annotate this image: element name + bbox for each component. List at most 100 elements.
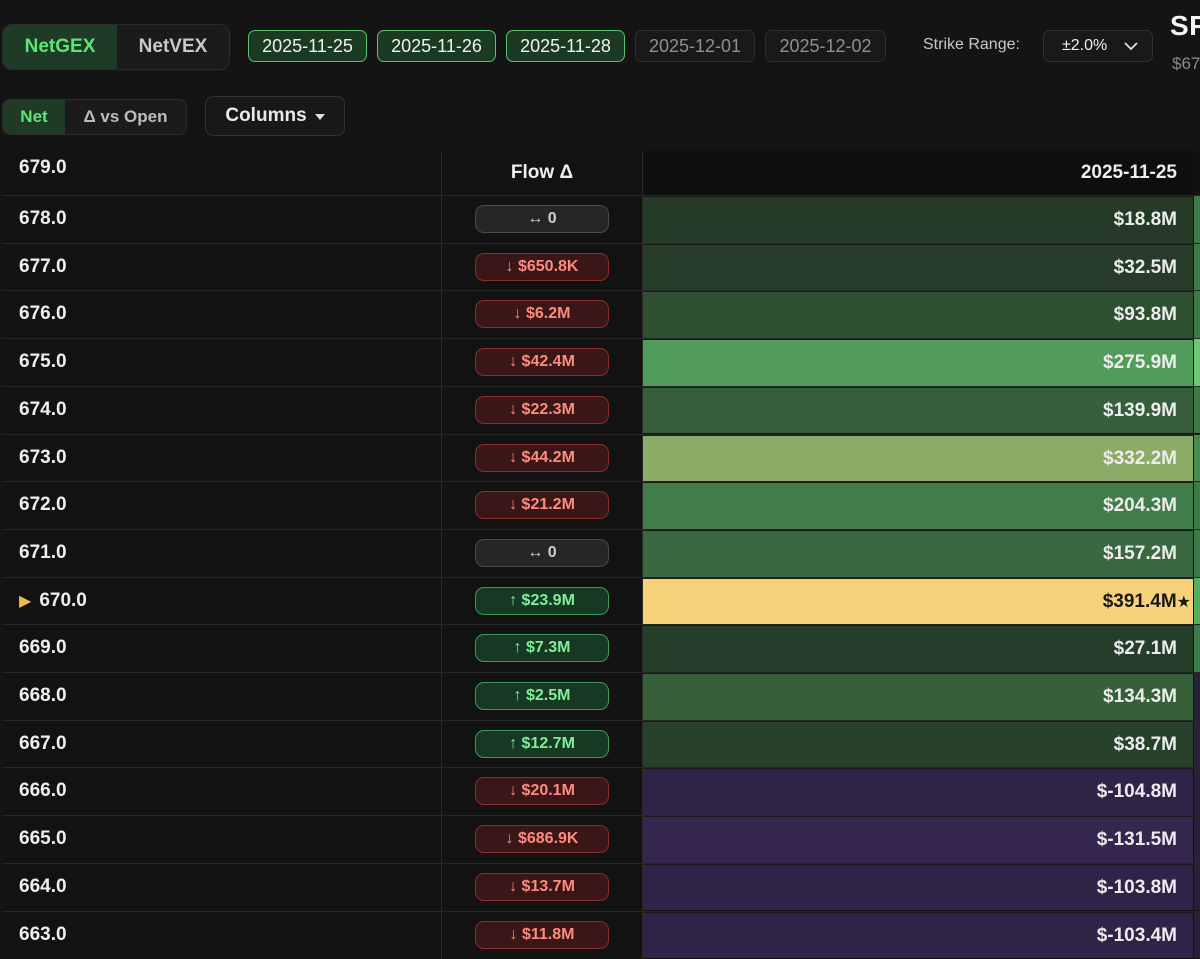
gex-value: $18.8M (1114, 209, 1177, 231)
flow-delta-badge: ↓ $13.7M (475, 872, 609, 901)
strike-price: 663.0 (19, 924, 67, 946)
strike-price: 666.0 (19, 780, 67, 802)
strike-price: 676.0 (19, 303, 67, 325)
table-row[interactable]: 667.0 ↑ $12.7M $38.7M (2, 719, 1200, 768)
table-row[interactable]: 676.0 ↓ $6.2M $93.8M (2, 290, 1200, 339)
tab-netgex[interactable]: NetGEX (3, 25, 117, 69)
gex-value-cell[interactable]: $32.5M (643, 243, 1193, 291)
flow-delta-badge: ↓ $21.2M (475, 491, 609, 520)
next-column-edge (1194, 720, 1200, 768)
gex-value-text: $32.5M (1113, 256, 1177, 278)
gex-value-text: $391.4M (1102, 590, 1177, 612)
gex-value: $93.8M (1114, 304, 1177, 326)
strike-price: 665.0 (19, 828, 67, 850)
next-column-edge (1194, 625, 1200, 672)
table-row[interactable]: 673.0 ↓ $44.2M $332.2M (2, 433, 1200, 482)
next-column-edge (1194, 911, 1200, 959)
strike-value: 665.0 (19, 828, 67, 850)
gex-value-cell[interactable]: $391.4M★ (643, 577, 1193, 625)
gex-value-cell[interactable]: $38.7M (643, 720, 1193, 768)
gex-value-cell[interactable]: $204.3M (643, 482, 1193, 529)
flow-delta-badge: ↓ $6.2M (475, 300, 609, 329)
gex-value-cell[interactable]: $93.8M (643, 291, 1193, 339)
gex-value: $27.1M (1114, 638, 1177, 660)
caret-down-icon (314, 114, 325, 120)
gex-value: $-131.5M (1097, 829, 1177, 851)
table-row[interactable]: 669.0 ↑ $7.3M $27.1M (2, 624, 1200, 672)
gex-value-cell[interactable]: $-103.8M (643, 863, 1193, 911)
gex-value: $204.3M (1103, 495, 1177, 517)
strike-range-select[interactable]: ±2.0% (1043, 30, 1153, 62)
gex-value-cell[interactable]: $18.8M (643, 196, 1193, 243)
gex-value-cell[interactable]: $-104.8M (643, 768, 1193, 816)
table-header: 679.0 Flow Δ 2025-11-25 (2, 151, 1200, 195)
columns-dropdown-button[interactable]: Columns (205, 96, 345, 136)
table-row[interactable]: 678.0 ↔ 0 $18.8M (2, 195, 1200, 243)
strike-price: 673.0 (19, 447, 67, 469)
gex-value-cell[interactable]: $134.3M (643, 673, 1193, 720)
column-divider (642, 151, 643, 959)
gex-value-text: $157.2M (1103, 542, 1177, 564)
flow-delta-badge: ↑ $7.3M (475, 634, 609, 663)
gex-value-cell[interactable]: $27.1M (643, 625, 1193, 672)
flow-delta-badge: ↓ $650.8K (475, 252, 609, 281)
gex-value: $275.9M (1103, 352, 1177, 374)
strike-range-label: Strike Range: (923, 36, 1020, 53)
gex-value-text: $332.2M (1103, 447, 1177, 469)
gex-value-text: $93.8M (1113, 304, 1177, 326)
strike-price: 671.0 (19, 542, 67, 564)
strike-value: 677.0 (19, 255, 67, 277)
table-row[interactable]: 666.0 ↓ $20.1M $-104.8M (2, 767, 1200, 816)
expiry-chip-2025-12-02[interactable]: 2025-12-02 (765, 30, 886, 62)
expiry-chip-2025-11-25[interactable]: 2025-11-25 (248, 30, 367, 62)
table-row[interactable]: 677.0 ↓ $650.8K $32.5M (2, 242, 1200, 291)
strike-value: 678.0 (19, 208, 67, 229)
table-row[interactable]: 672.0 ↓ $21.2M $204.3M (2, 481, 1200, 529)
expiry-chip-2025-11-26[interactable]: 2025-11-26 (377, 30, 496, 62)
strike-price: ▶ 670.0 (19, 590, 87, 612)
gex-value-text: $134.3M (1103, 686, 1177, 707)
current-price-marker-icon: ▶ (19, 592, 32, 610)
table-row[interactable]: 664.0 ↓ $13.7M $-103.8M (2, 862, 1200, 911)
expiry-chip-2025-11-28[interactable]: 2025-11-28 (506, 30, 625, 62)
gex-value-cell[interactable]: $-103.4M (643, 911, 1193, 959)
strike-value: 667.0 (19, 732, 67, 754)
gex-value-cell[interactable]: $-131.5M (643, 816, 1193, 863)
strike-value: 666.0 (19, 780, 67, 802)
gex-value: $134.3M (1103, 686, 1177, 708)
header-flow-delta[interactable]: Flow Δ (510, 162, 574, 183)
table-row[interactable]: 674.0 ↓ $22.3M $139.9M (2, 385, 1200, 434)
flow-delta-badge: ↓ $686.9K (475, 825, 609, 854)
tab-net[interactable]: Net (3, 100, 65, 134)
view-toggle: Net Δ vs Open (2, 99, 187, 135)
gex-value-cell[interactable]: $275.9M (643, 339, 1193, 386)
gex-value-cell[interactable]: $157.2M (643, 529, 1193, 577)
table-row[interactable]: 668.0 ↑ $2.5M $134.3M (2, 672, 1200, 720)
header-strike: 679.0 (19, 157, 67, 178)
table-row[interactable]: 665.0 ↓ $686.9K $-131.5M (2, 815, 1200, 863)
tab-netvex[interactable]: NetVEX (117, 25, 229, 69)
strike-price: 674.0 (19, 399, 67, 421)
strike-price: 677.0 (19, 256, 67, 278)
strike-value: 673.0 (19, 446, 67, 468)
table-row[interactable]: 675.0 ↓ $42.4M $275.9M (2, 338, 1200, 386)
header-expiry-column[interactable]: 2025-11-25 (643, 151, 1193, 195)
ticker-price: $67 (1172, 54, 1200, 73)
gex-value-cell[interactable]: $139.9M (643, 386, 1193, 434)
table-row[interactable]: 671.0 ↔ 0 $157.2M (2, 528, 1200, 577)
table-row[interactable]: ▶ 670.0 ↑ $23.9M $391.4M★ (2, 576, 1200, 625)
gex-value-cell[interactable]: $332.2M (643, 434, 1193, 482)
strike-value: 663.0 (19, 923, 67, 945)
strike-price: 664.0 (19, 876, 67, 898)
next-column-edge (1194, 863, 1200, 911)
expiry-chip-2025-12-01[interactable]: 2025-12-01 (635, 30, 755, 62)
table-row[interactable]: 663.0 ↓ $11.8M $-103.4M (2, 910, 1200, 959)
next-column-edge (1194, 196, 1200, 243)
strike-price: 669.0 (19, 637, 67, 659)
tab-delta-vs-open[interactable]: Δ vs Open (65, 100, 186, 134)
strike-price: 678.0 (19, 208, 67, 230)
strike-value: 671.0 (19, 541, 67, 563)
strike-value: 664.0 (19, 875, 67, 897)
gex-value: $139.9M (1103, 400, 1177, 422)
gex-value-text: $-103.8M (1096, 876, 1177, 898)
